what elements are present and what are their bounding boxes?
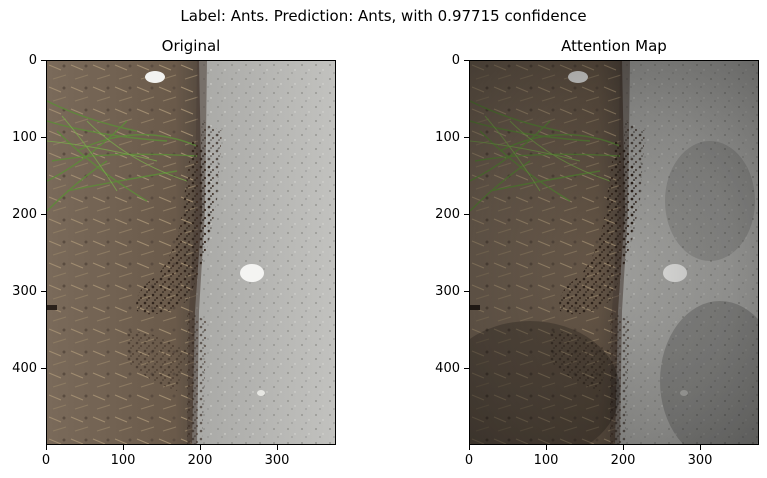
panel-title-original: Original [161, 37, 221, 55]
ytick-mark [41, 137, 46, 138]
ytick-mark [41, 291, 46, 292]
ytick-label: 100 [435, 130, 460, 145]
ytick-mark [41, 368, 46, 369]
xtick-mark [123, 445, 124, 450]
xtick-label: 0 [464, 453, 474, 468]
xtick-label: 300 [687, 453, 713, 468]
xtick-label: 200 [610, 453, 636, 468]
ytick-label: 0 [28, 53, 37, 68]
xtick-label: 200 [187, 453, 213, 468]
attention-overlay-photo [470, 61, 758, 444]
xtick-mark [546, 445, 547, 450]
ytick-label: 200 [435, 207, 460, 222]
ytick-mark [464, 291, 469, 292]
ants-photo [47, 61, 335, 444]
xtick-label: 300 [264, 453, 290, 468]
ytick-label: 300 [12, 284, 37, 299]
xtick-mark [200, 445, 201, 450]
xtick-mark [46, 445, 47, 450]
ytick-mark [464, 137, 469, 138]
image-axes-original [46, 60, 336, 445]
panel-title-attention: Attention Map [561, 37, 667, 55]
ytick-mark [41, 60, 46, 61]
image-axes-attention [469, 60, 759, 445]
xtick-label: 0 [41, 453, 51, 468]
xtick-mark [623, 445, 624, 450]
xtick-mark [700, 445, 701, 450]
ytick-mark [464, 60, 469, 61]
ytick-label: 400 [435, 361, 460, 376]
xtick-label: 100 [533, 453, 559, 468]
ytick-label: 300 [435, 284, 460, 299]
xtick-mark [469, 445, 470, 450]
xtick-mark [277, 445, 278, 450]
ytick-label: 100 [12, 130, 37, 145]
ytick-label: 0 [451, 53, 460, 68]
ytick-label: 200 [12, 207, 37, 222]
ytick-mark [41, 214, 46, 215]
figure-title: Label: Ants. Prediction: Ants, with 0.97… [180, 7, 587, 25]
ytick-mark [464, 214, 469, 215]
xtick-label: 100 [110, 453, 136, 468]
ytick-label: 400 [12, 361, 37, 376]
ytick-mark [464, 368, 469, 369]
